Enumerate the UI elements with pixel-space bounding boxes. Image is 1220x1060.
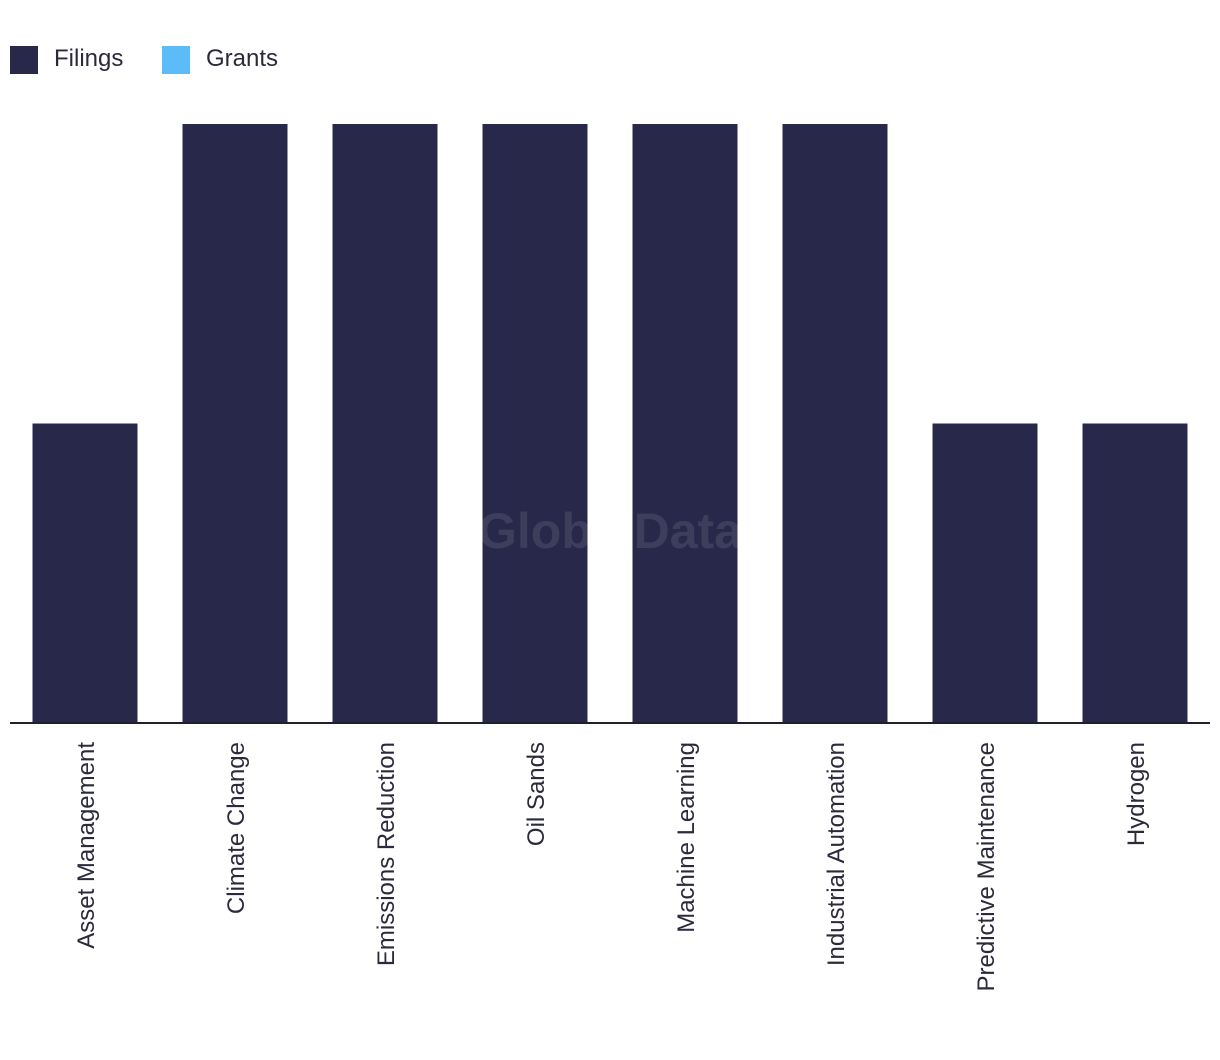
x-tick-label-oil-sands: Oil Sands xyxy=(523,742,550,846)
x-tick-label-predictive-maintenance: Predictive Maintenance xyxy=(973,742,1000,991)
bar-filings-asset-management[interactable] xyxy=(32,423,138,724)
legend: Filings Grants xyxy=(10,45,278,74)
bar-filings-emissions-reduction[interactable] xyxy=(332,124,438,723)
bar-filings-industrial-automation[interactable] xyxy=(782,124,888,723)
x-tick-label-emissions-reduction: Emissions Reduction xyxy=(373,742,400,966)
bar-filings-climate-change[interactable] xyxy=(182,124,288,723)
legend-item-filings[interactable]: Filings xyxy=(10,45,123,74)
x-tick-label-hydrogen: Hydrogen xyxy=(1123,742,1150,846)
x-tick-labels: Asset Management Climate Change Emissions … xyxy=(73,742,1150,992)
legend-item-grants[interactable]: Grants xyxy=(162,45,278,74)
x-tick-label-climate-change: Climate Change xyxy=(223,742,250,914)
x-tick-label-machine-learning: Machine Learning xyxy=(673,742,700,933)
bar-filings-predictive-maintenance[interactable] xyxy=(932,423,1038,724)
bars-group xyxy=(32,124,1188,724)
legend-label-grants: Grants xyxy=(206,45,278,72)
bar-filings-machine-learning[interactable] xyxy=(632,124,738,723)
watermark: GlobalData xyxy=(478,503,743,559)
x-tick-label-asset-management: Asset Management xyxy=(73,742,100,949)
bar-filings-hydrogen[interactable] xyxy=(1082,423,1188,724)
x-tick-label-industrial-automation: Industrial Automation xyxy=(823,742,850,966)
legend-swatch-grants xyxy=(162,46,190,74)
legend-swatch-filings xyxy=(10,46,38,74)
bar-filings-oil-sands[interactable] xyxy=(482,124,588,723)
legend-label-filings: Filings xyxy=(54,45,123,72)
